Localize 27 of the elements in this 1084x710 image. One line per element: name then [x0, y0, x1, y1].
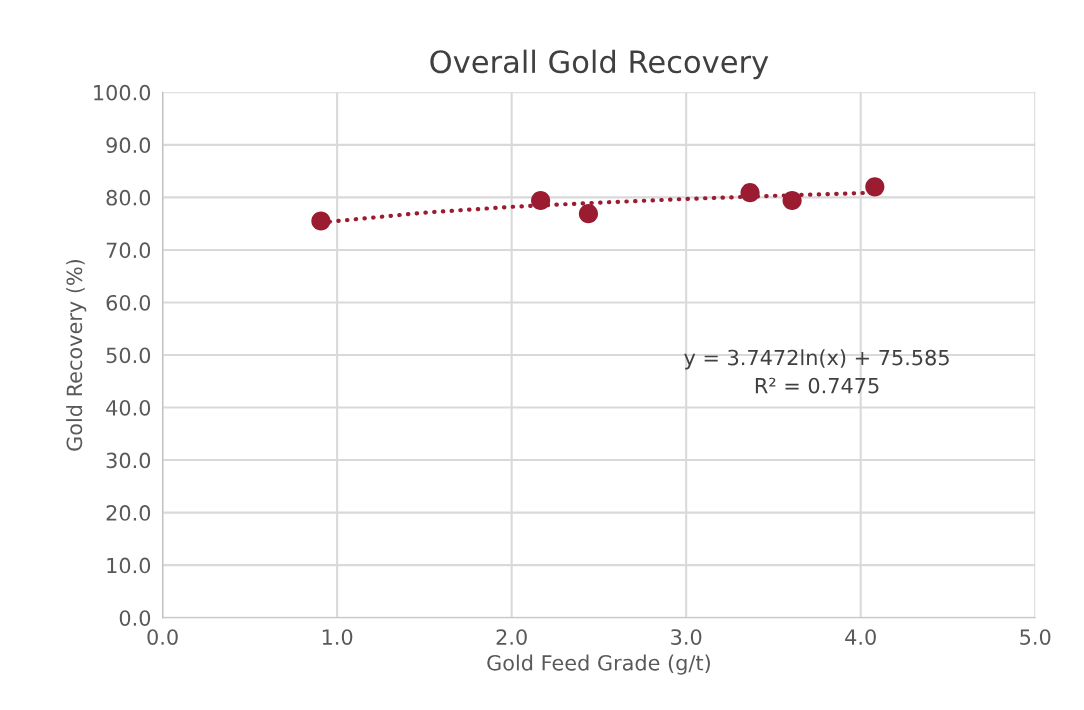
y-axis-title: Gold Recovery (%) — [66, 259, 87, 451]
point — [782, 190, 802, 211]
point — [531, 190, 551, 211]
y-tick-label: 60.0 — [106, 294, 151, 311]
point — [865, 177, 885, 197]
y-tick-label: 30.0 — [106, 452, 151, 469]
y-tick-label: 90.0 — [106, 137, 151, 154]
point — [311, 211, 331, 231]
y-tick-label: 20.0 — [106, 505, 151, 521]
y-tick-label: 80.0 — [106, 189, 151, 206]
x-axis-title: Gold Feed Grade (g/t) — [487, 654, 710, 675]
x-tick-label: 3.0 — [671, 629, 702, 645]
point — [578, 204, 599, 224]
x-tick-label: 0.0 — [147, 629, 178, 645]
annotation: y = 3.7472ln(x) + 75.585 R² = 0.7475 — [684, 349, 949, 394]
x-tick-label: 5.0 — [1020, 629, 1051, 645]
x-tick-label: 4.0 — [845, 629, 876, 645]
y-tick-label: 70.0 — [106, 242, 151, 259]
x-tick-label: 1.0 — [322, 629, 353, 645]
y-tick-label: 0.0 — [119, 610, 151, 626]
y-tick-label: 50.0 — [106, 347, 151, 364]
y-tick-label: 10.0 — [107, 557, 151, 574]
y-tick-label: 40.0 — [106, 399, 151, 416]
y-tick-label: 100.0 — [94, 84, 151, 101]
chart-title: Overall Gold Recovery — [430, 49, 769, 80]
x-tick-label: 2.0 — [496, 629, 527, 645]
point — [740, 183, 760, 203]
